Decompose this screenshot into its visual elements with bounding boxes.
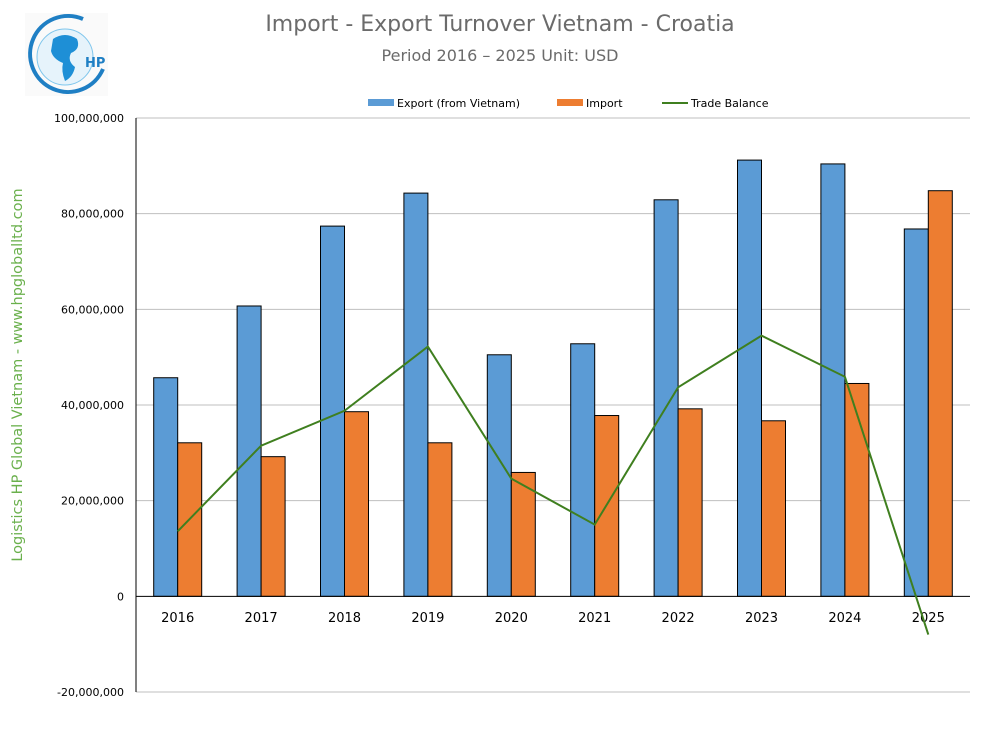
x-tick-label: 2017 bbox=[245, 611, 278, 626]
y-tick-label: 20,000,000 bbox=[61, 495, 124, 508]
svg-text:HP: HP bbox=[85, 56, 105, 71]
globe-logo-icon: HP bbox=[28, 13, 105, 94]
x-tick-label: 2025 bbox=[912, 611, 945, 626]
y-tick-label: -20,000,000 bbox=[57, 686, 124, 699]
bar-export-2017 bbox=[236, 305, 262, 597]
bar-export-2020 bbox=[486, 354, 512, 597]
legend-label: Import bbox=[586, 97, 623, 110]
bar-import-2022 bbox=[677, 408, 703, 597]
bar-export-2023 bbox=[737, 159, 762, 597]
legend-swatch-0 bbox=[368, 99, 394, 106]
x-tick-label: 2021 bbox=[578, 611, 611, 626]
logo: HP bbox=[25, 13, 108, 96]
bar-import-2025 bbox=[927, 190, 953, 597]
bar-import-2017 bbox=[260, 456, 286, 597]
y-tick-label: 100,000,000 bbox=[54, 112, 124, 125]
bar-export-2019 bbox=[403, 192, 429, 597]
trade-balance-line bbox=[176, 334, 930, 635]
y-tick-label: 0 bbox=[117, 590, 124, 603]
bar-import-2020 bbox=[510, 471, 536, 597]
y-tick-label: 40,000,000 bbox=[61, 399, 124, 412]
x-tick-label: 2023 bbox=[745, 611, 778, 626]
bar-export-2021 bbox=[570, 343, 596, 597]
bar-import-2019 bbox=[427, 442, 453, 597]
x-tick-label: 2022 bbox=[662, 611, 695, 626]
legend-label: Export (from Vietnam) bbox=[397, 97, 520, 110]
x-tick-label: 2020 bbox=[495, 611, 528, 626]
chart-subtitle: Period 2016 – 2025 Unit: USD bbox=[381, 46, 619, 65]
bar-export-2022 bbox=[653, 199, 679, 597]
x-tick-label: 2019 bbox=[411, 611, 444, 626]
chart-title: Import - Export Turnover Vietnam - Croat… bbox=[265, 12, 735, 37]
legend-swatch-1 bbox=[557, 99, 583, 106]
bar-export-2016 bbox=[153, 377, 179, 597]
legend-label: Trade Balance bbox=[690, 97, 769, 110]
bar-import-2018 bbox=[344, 411, 369, 597]
bar-export-2025 bbox=[903, 228, 929, 597]
bar-import-2023 bbox=[761, 420, 786, 597]
y-tick-label: 80,000,000 bbox=[61, 208, 124, 221]
x-tick-label: 2018 bbox=[328, 611, 361, 626]
x-tick-label: 2024 bbox=[828, 611, 861, 626]
x-tick-label: 2016 bbox=[161, 611, 194, 626]
y-tick-label: 60,000,000 bbox=[61, 303, 124, 316]
bar-import-2024 bbox=[844, 382, 870, 597]
bar-export-2024 bbox=[820, 163, 846, 597]
